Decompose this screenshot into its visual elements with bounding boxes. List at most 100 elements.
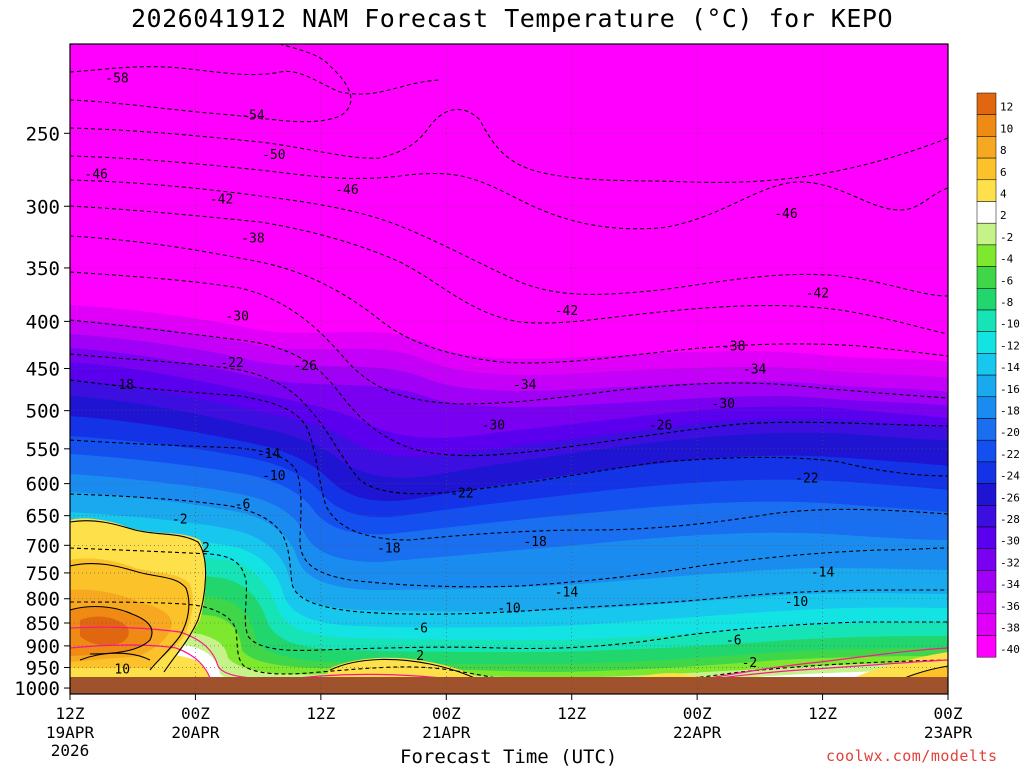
contour-label: -22 [795, 471, 818, 486]
colorbar-swatch [976, 374, 997, 398]
x-tick-label: 00Z [432, 704, 461, 723]
y-tick-label: 850 [26, 613, 60, 635]
colorbar-label: -12 [1000, 339, 1020, 352]
contour-plus8 [70, 606, 153, 655]
colorbar-label: -2 [1000, 231, 1013, 244]
contour-minus58 [70, 66, 441, 95]
contour-label: -46 [774, 207, 797, 222]
y-axis-labels: 2503003504004505005506006507007508008509… [14, 123, 70, 700]
colorbar-swatch [976, 309, 997, 332]
colorbar-swatch [976, 570, 997, 593]
contour-label: 2 [416, 649, 424, 664]
colorbar-label: -34 [1000, 578, 1020, 591]
credit-link[interactable]: coolwx.com/modelts [826, 747, 998, 765]
colorbar-swatch [976, 396, 997, 419]
contour-label: -18 [111, 378, 134, 393]
colorbar-swatch [976, 591, 997, 615]
y-tick-label: 1000 [14, 678, 60, 700]
contour-label: 2 [202, 541, 210, 556]
contour-label: -6 [235, 497, 251, 512]
colorbar-swatch [976, 157, 997, 181]
colorbar-label: -16 [1000, 383, 1020, 396]
contour-label: -14 [811, 565, 835, 580]
y-tick-label: 300 [26, 196, 60, 218]
colorbar-label: -14 [1000, 361, 1020, 374]
y-tick-label: 900 [26, 636, 60, 658]
colorbar-swatch [976, 92, 997, 115]
x-tick-label: 00Z [934, 704, 963, 723]
contour-minus34 [70, 235, 948, 364]
y-tick-label: 950 [26, 658, 60, 680]
warm-pocket-12 [80, 616, 129, 646]
contour-labels: -58 -54 -50 -46 -46 -46 -42 -42 -42 -38 -38 -34 -34 -… [84, 71, 835, 677]
contour-label: -2 [742, 656, 758, 671]
contour-label: -30 [225, 309, 248, 324]
y-tick-label: 400 [26, 311, 60, 333]
x-tick-label: 12Z [557, 704, 586, 723]
contour-label: -34 [513, 378, 537, 393]
colorbar-label: -22 [1000, 448, 1020, 461]
colorbar-label: -6 [1000, 274, 1013, 287]
contour-label: -50 [262, 148, 285, 163]
colorbar-label: -8 [1000, 296, 1013, 309]
colorbar-label: -36 [1000, 600, 1020, 613]
contour-label: -6 [726, 634, 742, 649]
colorbar-label: -28 [1000, 513, 1020, 526]
colorbar-swatch [976, 201, 997, 224]
contour-label: -30 [712, 397, 735, 412]
contour-label: -2 [172, 512, 188, 527]
contour-label: -10 [785, 595, 808, 610]
contour-minus50 [70, 109, 948, 183]
colorbar-swatch [976, 114, 997, 137]
colorbar-swatch [976, 331, 997, 354]
colorbar-label: -30 [1000, 535, 1020, 548]
x-tick-year: 2026 [51, 741, 90, 760]
contour-plus2 [70, 520, 207, 673]
colorbar-swatch [976, 266, 997, 289]
colorbar-label: -32 [1000, 556, 1020, 569]
colorbar-swatch [976, 461, 997, 484]
colorbar-swatch [976, 244, 997, 267]
colorbar-swatch [976, 483, 997, 506]
y-tick-label: 350 [26, 258, 60, 280]
colorbar-swatch [976, 613, 997, 636]
contour-label: -46 [335, 183, 358, 198]
contour-minus2 [70, 601, 948, 687]
colorbar-label: -40 [1000, 643, 1020, 656]
colorbar-label: 2 [1000, 209, 1007, 222]
x-tick-label: 00Z [181, 704, 210, 723]
colorbar-swatch [976, 288, 997, 311]
colorbar-label: 12 [1000, 101, 1013, 114]
colorbar-label: -24 [1000, 470, 1020, 483]
contour-minus22 [70, 353, 948, 495]
colorbar-swatch [976, 526, 997, 549]
contour-label: -6 [412, 622, 428, 637]
colorbar-label: -26 [1000, 491, 1020, 504]
y-tick-label: 550 [26, 439, 60, 461]
contour-label: -46 [84, 167, 107, 182]
contour-minus10 [70, 493, 948, 615]
contour-plus10 [79, 652, 151, 661]
x-axis-title: Forecast Time (UTC) [400, 746, 618, 768]
contour-label: -42 [210, 193, 233, 208]
contour-label: -22 [220, 356, 243, 371]
contour-label: -18 [523, 535, 546, 550]
contour-label: -10 [262, 469, 285, 484]
contour-label: -22 [450, 487, 473, 502]
colorbar-swatch [976, 439, 997, 463]
x-tick-date: 19APR [46, 723, 95, 742]
y-tick-label: 800 [26, 589, 60, 611]
contour-label: -14 [555, 586, 579, 601]
contour-label: -34 [743, 362, 767, 377]
contour-label: -26 [293, 359, 316, 374]
colorbar: 12 10 8 6 4 2 -2 -4 -6 -8 -10 -12 -14 -16 -18 -20 -22 -24… [976, 92, 1020, 658]
colorbar-label: 4 [1000, 188, 1007, 201]
contour-label: -38 [722, 340, 745, 355]
contour-label: -42 [806, 286, 829, 301]
ground-strip [70, 677, 948, 694]
x-tick-label: 00Z [683, 704, 712, 723]
colorbar-label: -10 [1000, 318, 1020, 331]
colorbar-label: -4 [1000, 253, 1014, 266]
